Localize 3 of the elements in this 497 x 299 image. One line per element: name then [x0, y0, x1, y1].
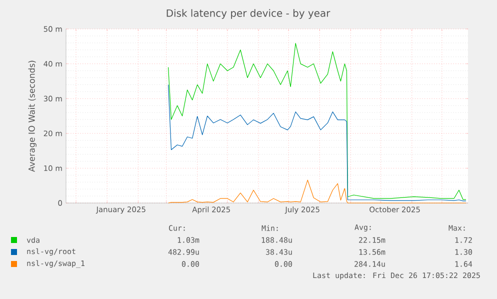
- y-axis-title: Average IO Wait (seconds): [28, 60, 36, 172]
- chart-title: Disk latency per device - by year: [166, 9, 330, 19]
- line-series: [168, 42, 466, 200]
